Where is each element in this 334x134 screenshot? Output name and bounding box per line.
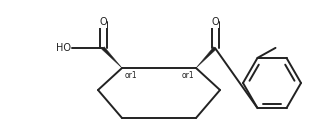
Text: or1: or1 — [181, 71, 194, 80]
Text: HO: HO — [56, 43, 71, 53]
Polygon shape — [102, 47, 122, 68]
Text: O: O — [99, 17, 107, 27]
Text: O: O — [211, 17, 219, 27]
Polygon shape — [196, 47, 216, 68]
Text: or1: or1 — [125, 71, 138, 80]
